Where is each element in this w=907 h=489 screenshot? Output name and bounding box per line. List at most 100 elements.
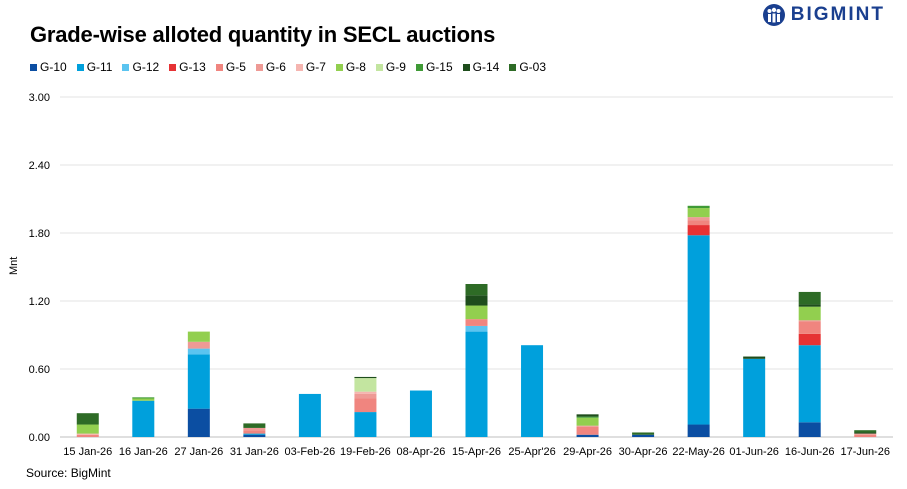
bar-segment-g-5 [687,220,710,226]
legend-swatch [415,63,423,71]
y-tick-label: 1.20 [29,296,50,308]
legend-label: G-15 [425,60,453,74]
y-tick-label: 2.40 [29,160,50,172]
bar-segment-g-5 [798,321,821,334]
x-tick-label: 27 Jan-26 [174,446,223,458]
legend-item-g-6: G-6 [255,60,286,74]
legend-item-g-03: G-03 [509,60,546,74]
bar-segment-g-13 [687,225,710,236]
bar-segment-g-11 [465,331,488,437]
legend-item-g-8: G-8 [335,60,366,74]
bar-segment-g-03 [798,291,821,305]
legend-item-g-12: G-12 [122,60,159,74]
bar-segment-g-10 [798,422,821,437]
legend-item-g-9: G-9 [375,60,406,74]
bar-segment-g-14 [854,432,877,434]
bar-segment-g-5 [243,430,266,434]
bar-segment-g-11 [409,390,432,437]
bar-segment-g-15 [576,416,599,418]
bar-segment-g-6 [243,427,266,431]
bar-segment-g-10 [687,424,710,437]
bar-segment-g-03 [465,284,488,296]
legend-item-g-7: G-7 [295,60,326,74]
bar-segment-g-11 [798,345,821,423]
bar-segment-g-8 [687,208,710,218]
bar-segment-g-8 [132,398,155,401]
bar-segment-g-14 [354,376,377,379]
bar-segment-g-7 [354,391,377,394]
x-tick-label: 30-Apr-26 [619,446,668,458]
bar-segment-g-10 [576,434,599,437]
bar-segment-g-11 [298,393,321,437]
bar-segment-g-03 [76,413,99,425]
bar-segment-g-10 [187,408,210,437]
x-tick-label: 19-Feb-26 [340,446,391,458]
y-tick-label: 0.00 [29,432,50,444]
x-tick-label: 31 Jan-26 [230,446,279,458]
chart-title: Grade-wise alloted quantity in SECL auct… [30,22,496,47]
bar-segment-g-11 [687,235,710,425]
bar-segment-g-9 [354,378,377,392]
legend-swatch [335,63,343,71]
bar-segment-g-11 [243,433,266,435]
legend-swatch [295,63,303,71]
bar-segment-g-14 [743,356,766,359]
bar-segment-g-8 [798,306,821,321]
x-tick-label: 15 Jan-26 [63,446,112,458]
bar-segment-g-12 [465,325,488,332]
bar-segment-g-11 [132,400,155,437]
bar-segment-g-6 [576,425,599,427]
bar-segment-g-5 [576,426,599,435]
legend-label: G-10 [40,60,67,74]
brand-name: BIGMINT [790,4,885,25]
x-tick-label: 17-Jun-26 [840,446,890,458]
bar-segment-g-8 [76,424,99,434]
bar-segment-g-03 [854,430,877,433]
legend-item-g-14: G-14 [462,60,499,74]
legend-swatch [509,63,517,71]
bar-segment-g-14 [798,304,821,307]
legend-swatch [255,63,263,71]
bar-segment-g-6 [687,217,710,221]
legend-item-g-13: G-13 [169,60,206,74]
bar-segment-g-6 [798,320,821,322]
legend-label: G-11 [86,60,113,74]
y-axis-label: Mnt [8,257,20,275]
bar-segment-g-5 [465,319,488,326]
brand-logo: BIGMINT [762,3,885,27]
bar-segment-g-8 [576,417,599,426]
source-note: Source: BigMint [26,466,111,480]
bar-segment-g-10 [243,434,266,437]
bar-segment-g-10 [632,434,655,437]
legend-swatch [462,63,470,71]
bar-segment-g-11 [521,345,544,437]
legend-item-g-15: G-15 [415,60,453,74]
bar-segment-g-8 [465,305,488,320]
y-tick-label: 0.60 [29,364,50,376]
bar-segment-g-03 [632,432,655,435]
bar-segment-g-11 [354,412,377,437]
x-tick-label: 01-Jun-26 [729,446,779,458]
x-tick-label: 22-May-26 [672,446,725,458]
x-tick-label: 03-Feb-26 [285,446,336,458]
bar-segment-g-11 [187,354,210,409]
legend-swatch [215,63,223,71]
legend-label: G-8 [345,60,366,74]
legend-label: G-7 [305,60,326,74]
legend-swatch [169,63,177,71]
chart-legend: G-10 G-11 G-12 G-13 G-5 G-6 G-7 G-8 G-9 G-15 G-14 G… [30,60,556,74]
x-tick-label: 08-Apr-26 [397,446,446,458]
bar-segment-g-11 [743,358,766,437]
bar-segment-g-6 [854,433,877,435]
bar-segment-g-15 [132,397,155,399]
legend-item-g-10: G-10 [30,60,67,74]
legend-label: G-9 [385,60,406,74]
bar-segment-g-6 [187,341,210,349]
bar-segment-g-6 [354,393,377,399]
y-tick-label: 3.00 [29,92,50,104]
bar-segment-g-5 [854,434,877,437]
x-tick-label: 25-Apr'26 [508,446,555,458]
bar-segment-g-7 [76,433,99,435]
legend-swatch [76,63,84,71]
